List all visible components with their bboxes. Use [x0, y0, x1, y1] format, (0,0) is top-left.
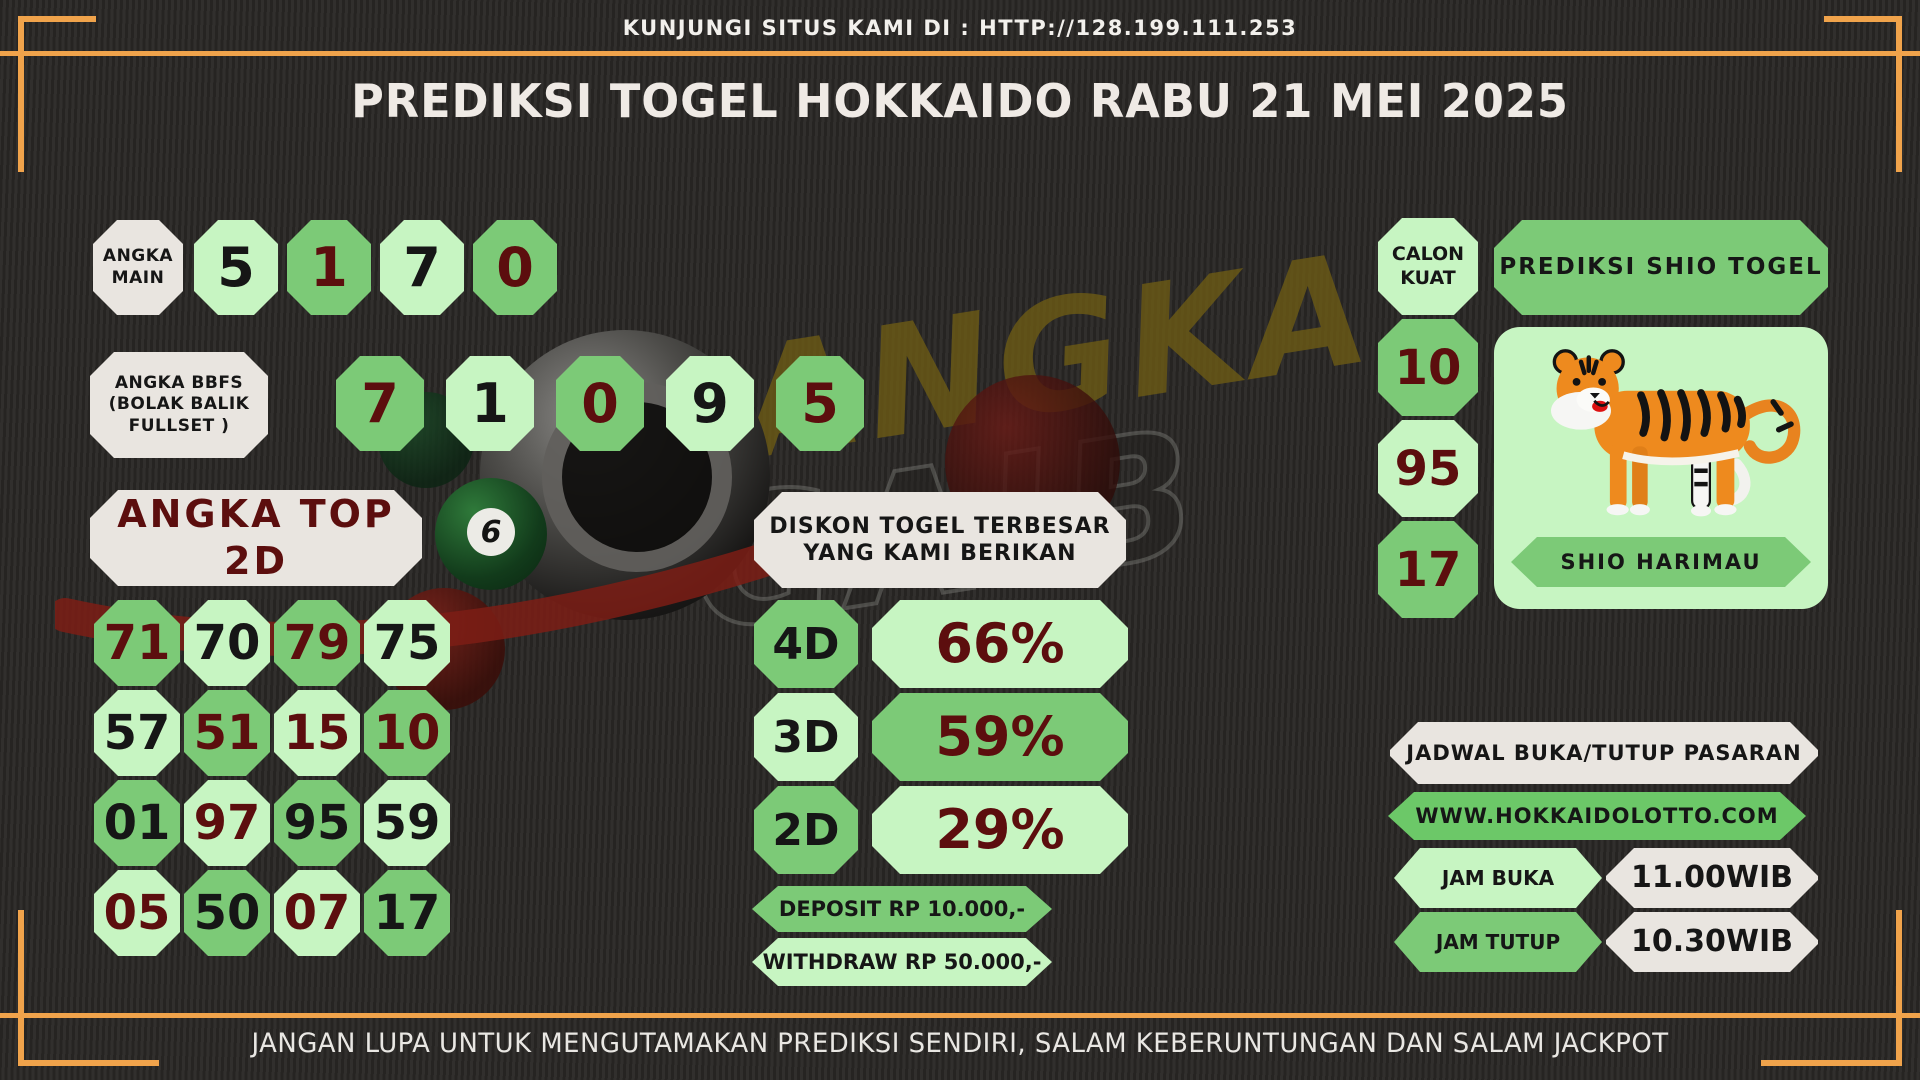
deposit-banner: DEPOSIT RP 10.000,- — [752, 886, 1052, 932]
shio-card: SHIO HARIMAU — [1494, 327, 1828, 609]
jadwal-title: JADWAL BUKA/TUTUP PASARAN — [1390, 722, 1818, 784]
top2d-cell: 07 — [274, 870, 360, 956]
angka-main-digit: 7 — [380, 220, 464, 315]
footer-text: JANGAN LUPA UNTUK MENGUTAMAKAN PREDIKSI … — [251, 1028, 1669, 1059]
top2d-cell: 01 — [94, 780, 180, 866]
top2d-cell: 17 — [364, 870, 450, 956]
tiger-illustration — [1551, 349, 1801, 517]
angka-main-label: ANGKA MAIN — [93, 220, 183, 315]
jam-buka-label: JAM BUKA — [1394, 848, 1602, 908]
top2d-cell: 97 — [184, 780, 270, 866]
jam-buka-value: 11.00WIB — [1606, 848, 1818, 908]
calon-kuat-number: 95 — [1378, 420, 1478, 517]
angka-bbfs-digit: 7 — [336, 356, 424, 451]
top2d-cell: 75 — [364, 600, 450, 686]
angka-bbfs-label: ANGKA BBFS (BOLAK BALIK FULLSET ) — [90, 352, 268, 458]
header-divider-line — [0, 51, 1920, 56]
top2d-cell: 50 — [184, 870, 270, 956]
diskon-3d-label: 3D — [754, 693, 858, 781]
angka-main-digit: 1 — [287, 220, 371, 315]
footer-divider-line — [0, 1013, 1920, 1018]
diskon-2d-value: 29% — [872, 786, 1128, 874]
angka-bbfs-digit: 5 — [776, 356, 864, 451]
diskon-title: DISKON TOGEL TERBESAR YANG KAMI BERIKAN — [754, 492, 1126, 588]
page-title: PREDIKSI TOGEL HOKKAIDO RABU 21 MEI 2025 — [351, 74, 1569, 128]
shio-name-banner: SHIO HARIMAU — [1511, 537, 1811, 587]
diskon-3d-value: 59% — [872, 693, 1128, 781]
corner-bracket-bottom-left — [18, 910, 159, 1066]
top2d-cell: 95 — [274, 780, 360, 866]
angka-bbfs-digit: 1 — [446, 356, 534, 451]
calon-kuat-number: 17 — [1378, 521, 1478, 618]
website-banner[interactable]: WWW.HOKKAIDOLOTTO.COM — [1388, 792, 1806, 840]
jam-tutup-label: JAM TUTUP — [1394, 912, 1602, 972]
corner-bracket-bottom-right — [1761, 910, 1902, 1066]
top2d-cell: 71 — [94, 600, 180, 686]
calon-kuat-number: 10 — [1378, 319, 1478, 416]
top2d-cell: 79 — [274, 600, 360, 686]
corner-bracket-top-right — [1824, 16, 1902, 172]
top2d-cell: 10 — [364, 690, 450, 776]
prediksi-shio-title: PREDIKSI SHIO TOGEL — [1494, 220, 1828, 315]
diskon-4d-label: 4D — [754, 600, 858, 688]
angka-main-digit: 0 — [473, 220, 557, 315]
top2d-cell: 57 — [94, 690, 180, 776]
angka-main-digit: 5 — [194, 220, 278, 315]
diskon-2d-label: 2D — [754, 786, 858, 874]
angka-bbfs-digit: 9 — [666, 356, 754, 451]
six-ball-graphic: 6 — [435, 478, 547, 590]
top2d-cell: 70 — [184, 600, 270, 686]
top2d-cell: 15 — [274, 690, 360, 776]
angka-top-2d-title: ANGKA TOP 2D — [90, 490, 422, 586]
top2d-cell: 59 — [364, 780, 450, 866]
corner-bracket-top-left — [18, 16, 96, 172]
calon-kuat-label: CALON KUAT — [1378, 218, 1478, 315]
top2d-cell: 51 — [184, 690, 270, 776]
site-url-text[interactable]: KUNJUNGI SITUS KAMI DI : HTTP://128.199.… — [622, 16, 1298, 40]
top2d-cell: 05 — [94, 870, 180, 956]
diskon-4d-value: 66% — [872, 600, 1128, 688]
jam-tutup-value: 10.30WIB — [1606, 912, 1818, 972]
angka-top-2d-grid: 71 70 79 75 57 51 15 10 01 97 95 59 05 5… — [94, 600, 450, 956]
angka-bbfs-digit: 0 — [556, 356, 644, 451]
withdraw-banner: WITHDRAW RP 50.000,- — [752, 938, 1052, 986]
